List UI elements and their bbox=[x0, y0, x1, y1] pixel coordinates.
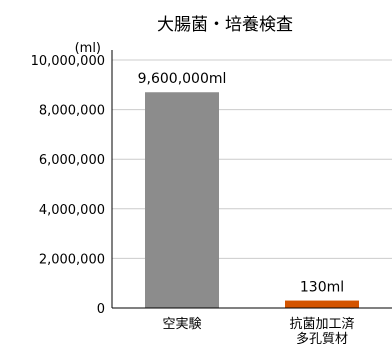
data-label: 9,600,000ml bbox=[138, 71, 227, 87]
y-tick-labels: 0 2,000,000 4,000,000 6,000,000 8,000,000 10,… bbox=[31, 54, 105, 317]
y-tick-label: 4,000,000 bbox=[39, 203, 105, 218]
y-tick-label: 0 bbox=[97, 302, 105, 317]
bar bbox=[145, 92, 219, 309]
bars bbox=[145, 92, 359, 309]
y-tick-label: 2,000,000 bbox=[39, 252, 105, 267]
x-category-label: 抗菌加工済 bbox=[289, 316, 354, 332]
value-labels: 9,600,000ml 130ml bbox=[138, 71, 345, 295]
y-axis-unit-label: (ml) bbox=[75, 41, 101, 56]
y-tick-label: 10,000,000 bbox=[31, 54, 105, 69]
x-category-label: 空実験 bbox=[162, 316, 201, 332]
gridlines bbox=[112, 59, 392, 259]
x-category-label: 多孔質材 bbox=[296, 331, 348, 344]
y-tick-label: 6,000,000 bbox=[39, 153, 105, 168]
data-label: 130ml bbox=[300, 280, 344, 296]
y-tick-label: 8,000,000 bbox=[39, 104, 105, 119]
chart-title: 大腸菌・培養検査 bbox=[157, 15, 293, 35]
bar bbox=[285, 300, 359, 308]
